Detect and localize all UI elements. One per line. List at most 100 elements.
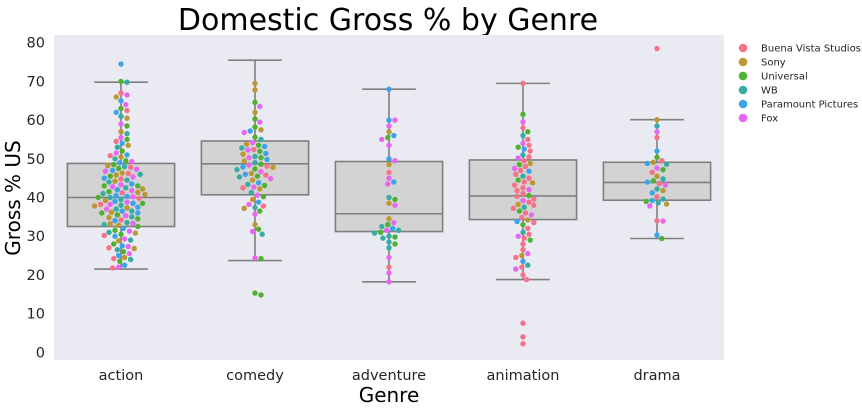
point-action: [112, 227, 118, 234]
point-action: [114, 144, 121, 150]
point-action: [111, 255, 117, 262]
point-animation: [511, 165, 518, 172]
point-action: [106, 245, 112, 251]
point-adventure: [392, 202, 398, 208]
point-action: [123, 158, 129, 164]
point-comedy: [252, 80, 258, 87]
point-drama: [654, 45, 660, 52]
point-comedy: [249, 196, 256, 203]
point-action: [123, 212, 129, 219]
point-comedy: [258, 154, 264, 161]
point-adventure: [371, 230, 378, 236]
point-action: [135, 216, 141, 222]
point-action: [107, 173, 113, 179]
point-action: [117, 159, 123, 166]
point-animation: [525, 225, 531, 232]
point-animation: [521, 146, 527, 152]
point-adventure: [391, 132, 397, 139]
point-action: [118, 182, 124, 188]
point-animation: [529, 180, 536, 186]
point-action: [124, 123, 130, 129]
point-action: [123, 101, 129, 108]
point-action: [137, 171, 143, 177]
point-action: [113, 109, 119, 116]
point-action: [101, 183, 107, 189]
point-adventure: [383, 227, 390, 234]
point-animation: [520, 341, 526, 347]
point-drama: [654, 154, 660, 160]
point-animation: [513, 266, 519, 272]
point-action: [121, 262, 128, 268]
point-comedy: [240, 164, 246, 170]
point-animation: [520, 258, 526, 265]
point-animation: [519, 214, 525, 221]
point-comedy: [258, 136, 264, 143]
point-comedy: [248, 189, 255, 196]
point-drama: [647, 203, 653, 209]
point-action: [139, 200, 146, 207]
point-action: [121, 163, 128, 170]
point-action: [106, 179, 112, 185]
point-action: [119, 243, 125, 249]
point-comedy: [259, 231, 265, 237]
point-action: [106, 229, 112, 236]
point-drama: [655, 200, 661, 206]
point-adventure: [386, 254, 392, 261]
point-animation: [520, 119, 526, 125]
point-comedy: [241, 158, 247, 164]
point-drama: [654, 194, 660, 200]
point-drama: [654, 123, 660, 129]
point-action: [129, 214, 135, 220]
point-animation: [526, 142, 532, 148]
point-animation: [515, 155, 521, 161]
point-animation: [520, 197, 526, 204]
legend-label: Fox: [761, 114, 778, 125]
point-animation: [520, 334, 526, 340]
point-adventure: [385, 181, 391, 187]
point-adventure: [379, 223, 385, 230]
point-animation: [520, 229, 526, 236]
point-action: [107, 221, 113, 227]
legend-item: WB: [738, 86, 778, 97]
point-adventure: [389, 225, 396, 232]
point-drama: [654, 165, 660, 171]
point-adventure: [392, 158, 398, 164]
point-comedy: [239, 145, 245, 151]
point-action: [106, 188, 112, 195]
point-comedy: [252, 134, 258, 140]
point-action: [125, 142, 131, 148]
point-action: [100, 190, 106, 197]
point-animation: [510, 205, 517, 212]
point-action: [119, 170, 125, 176]
point-action: [107, 201, 113, 208]
point-action: [99, 210, 105, 216]
point-comedy: [252, 99, 258, 106]
point-action: [135, 204, 141, 210]
point-action: [115, 238, 122, 244]
point-action: [113, 138, 119, 145]
point-animation: [525, 250, 531, 257]
point-comedy: [255, 142, 262, 148]
point-action: [113, 206, 119, 212]
point-animation: [520, 80, 526, 87]
point-adventure: [386, 161, 392, 168]
point-action: [111, 161, 117, 168]
point-action: [109, 167, 116, 174]
point-action: [119, 148, 125, 154]
point-action: [118, 78, 124, 85]
legend-marker: [738, 99, 748, 109]
point-action: [135, 189, 141, 196]
point-adventure: [386, 129, 392, 135]
y-tick-label: 50: [27, 152, 45, 168]
point-adventure: [386, 279, 392, 285]
point-animation: [515, 233, 521, 239]
legend: Buena Vista Studios Sony Universal WB Paramo…: [738, 44, 861, 125]
legend-label: Universal: [761, 72, 808, 83]
point-comedy: [258, 168, 264, 175]
point-adventure: [379, 136, 385, 143]
point-drama: [654, 117, 660, 123]
point-action: [107, 194, 113, 201]
point-action: [127, 237, 134, 243]
point-action: [126, 250, 133, 257]
point-action: [125, 243, 131, 250]
